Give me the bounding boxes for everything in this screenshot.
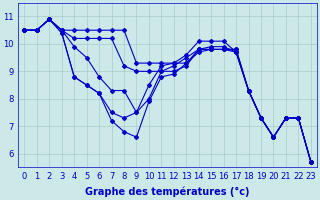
X-axis label: Graphe des températures (°c): Graphe des températures (°c): [85, 187, 250, 197]
